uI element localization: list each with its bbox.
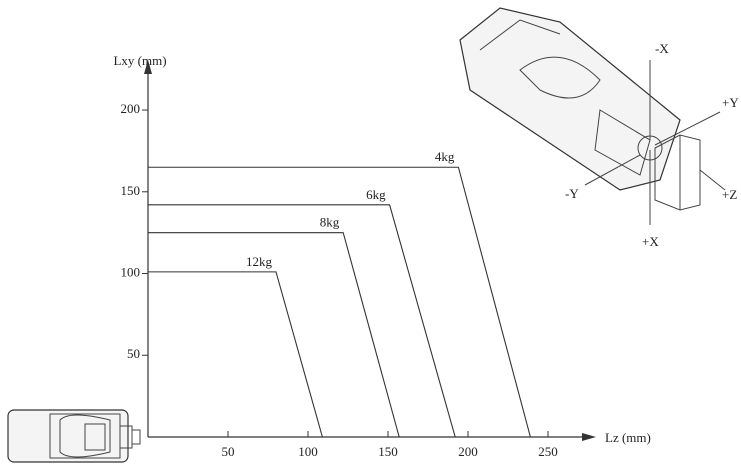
x-axis-label: Lz (mm) [605,430,651,445]
x-tick-label: 250 [538,444,558,459]
axis-annotation: -Y [565,186,579,201]
axis-annotation: +Z [722,187,737,202]
series-label: 4kg [435,149,455,164]
robot-wrist-view [460,8,725,225]
axis-annotation: +Y [722,95,739,110]
y-tick-label: 100 [121,265,141,280]
x-tick-label: 100 [298,444,318,459]
y-tick-label: 150 [121,183,141,198]
x-tick-label: 150 [378,444,398,459]
load-curve [148,233,399,437]
series-label: 6kg [366,187,386,202]
y-axis-label: Lxy (mm) [113,53,166,68]
y-tick-label: 200 [121,101,141,116]
series-label: 12kg [246,254,273,269]
robot-side-view [8,410,140,462]
load-curve [148,205,455,437]
load-curve [148,272,322,437]
x-tick-label: 50 [222,444,235,459]
y-tick-label: 50 [127,346,140,361]
load-curve [148,167,530,437]
series-label: 8kg [320,215,340,230]
x-tick-label: 200 [458,444,478,459]
chart: Lz (mm) Lxy (mm) -X +Y -Y +Z +X 50 100 150… [0,0,741,464]
axis-annotation: +X [642,234,659,249]
x-arrow [582,433,596,441]
axis-annotation: -X [655,41,669,56]
